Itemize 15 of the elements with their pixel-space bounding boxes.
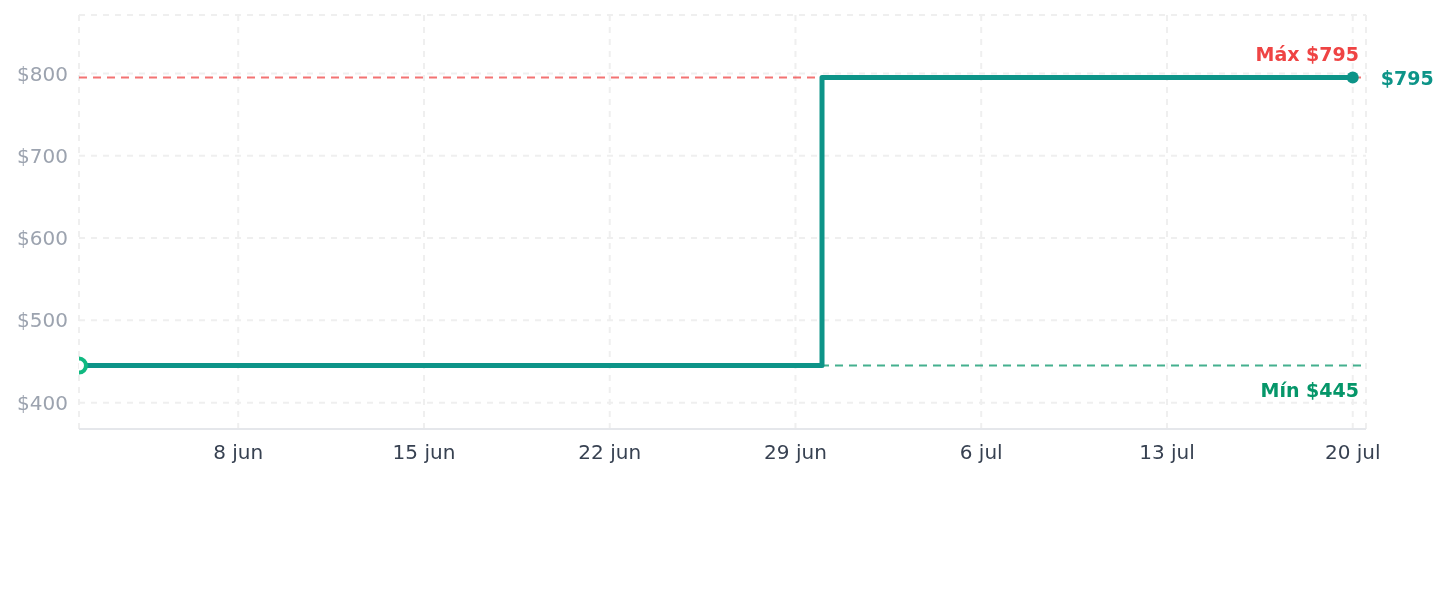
x-tick-label: 29 jun <box>764 440 827 465</box>
y-tick-label: $500 <box>17 308 68 333</box>
x-tick-label: 13 jul <box>1139 440 1195 465</box>
y-tick-label: $600 <box>17 226 68 251</box>
x-tick-label: 22 jun <box>578 440 642 465</box>
y-tick-label: $400 <box>17 390 68 415</box>
x-tick-label: 20 jul <box>1324 440 1381 465</box>
x-tick-label: 8 jun <box>213 440 264 465</box>
y-tick-label: $700 <box>17 143 68 168</box>
ref-line-label: Máx $795 <box>1255 42 1359 65</box>
ref-line-label: Mín $445 <box>1260 378 1359 401</box>
x-tick-label: 6 jul <box>959 440 1003 465</box>
annotation: $795 <box>1380 66 1434 89</box>
y-tick-label: $800 <box>17 61 68 86</box>
x-tick-label: 15 jun <box>392 440 456 465</box>
